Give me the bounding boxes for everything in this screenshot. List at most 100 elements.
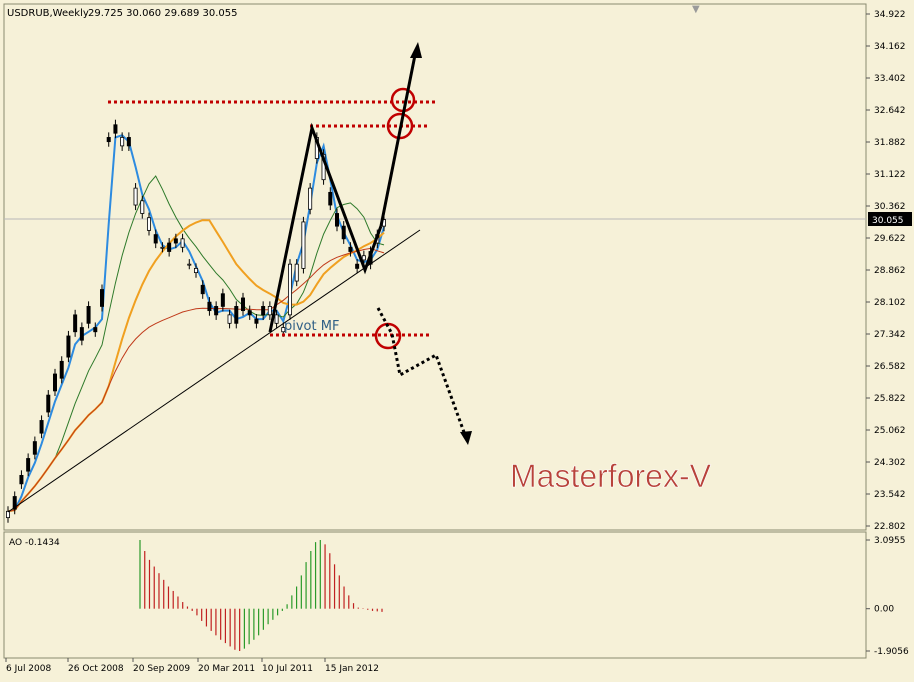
- candle-body: [26, 458, 31, 472]
- chart-ohlc: 29.725 30.060 29.689 30.055: [88, 8, 238, 19]
- pivot-label: pivot MF: [284, 319, 339, 334]
- candle-body: [193, 267, 198, 274]
- candle-body: [59, 360, 64, 379]
- candle-body: [200, 284, 205, 295]
- time-tick-label: 26 Oct 2008: [68, 664, 124, 674]
- candle-body: [234, 306, 239, 324]
- candle-body: [133, 187, 138, 206]
- price-tick-label: 32.642: [874, 106, 906, 116]
- candle-body: [173, 238, 178, 244]
- price-tick-label: 31.122: [874, 170, 906, 180]
- candle-body: [348, 246, 353, 252]
- candle-body: [12, 496, 17, 510]
- price-tick-label: 30.362: [874, 202, 906, 212]
- ao-label: AO -0.1434: [9, 538, 60, 548]
- candle-body: [308, 187, 313, 210]
- candle-body: [180, 238, 185, 248]
- price-tick-label: 28.862: [874, 266, 906, 276]
- candle-body: [39, 420, 44, 434]
- price-tick-label: 25.062: [874, 426, 906, 436]
- candle-body: [207, 301, 212, 312]
- candle-body: [361, 255, 366, 261]
- chart-shift-marker[interactable]: ▼: [692, 4, 700, 15]
- bullish-arrowhead: [410, 42, 422, 58]
- price-tick-label: 26.582: [874, 362, 906, 372]
- candle-body: [32, 441, 37, 455]
- candle-body: [301, 221, 306, 269]
- candle-body: [287, 263, 292, 316]
- bearish-projection-path[interactable]: [376, 307, 467, 436]
- candle-body: [126, 137, 131, 147]
- time-tick-label: 20 Mar 2011: [198, 664, 255, 674]
- price-tick-label: 34.922: [874, 10, 906, 20]
- candle-body: [93, 327, 98, 333]
- ma-slow-line: [7, 247, 385, 512]
- ao-panel-frame: [3, 531, 867, 659]
- price-tick-label: 28.102: [874, 298, 906, 308]
- price-tick-label: 23.542: [874, 490, 906, 500]
- price-axis: 34.922 34.162 33.402 32.642 31.882 31.122 30.3…: [866, 10, 906, 532]
- candle-body: [79, 327, 84, 341]
- ao-axis: 3.0955 0.00 -1.9056: [866, 536, 909, 657]
- time-tick-label: 10 Jul 2011: [262, 664, 313, 674]
- candles: [6, 119, 386, 523]
- wave-zigzag[interactable]: [268, 122, 383, 333]
- bearish-arrowhead: [460, 431, 472, 445]
- time-axis: 6 Jul 2008 26 Oct 2008 20 Sep 2009 20 Mar 2…: [5, 658, 379, 674]
- price-tick-label: 27.342: [874, 330, 906, 340]
- candle-body: [227, 314, 232, 324]
- watermark: Masterforex-V: [510, 458, 712, 494]
- candle-body: [6, 510, 11, 519]
- price-tick-label: 33.402: [874, 74, 906, 84]
- ao-histogram: [139, 540, 383, 651]
- price-tick-label: 25.822: [874, 394, 906, 404]
- current-price-tag: [868, 212, 912, 226]
- price-tick-label: 31.882: [874, 138, 906, 148]
- candle-body: [86, 306, 91, 324]
- candle-body: [53, 373, 58, 392]
- time-tick-label: 15 Jan 2012: [325, 664, 379, 674]
- price-panel-frame: [3, 3, 867, 531]
- candle-body: [167, 242, 172, 252]
- candle-body: [247, 310, 252, 316]
- candle-body: [187, 263, 192, 266]
- candle-body: [106, 137, 111, 143]
- candle-body: [120, 137, 125, 147]
- current-price-label: 30.055: [872, 216, 904, 226]
- candle-body: [328, 191, 333, 206]
- ao-tick-label: 0.00: [874, 605, 894, 615]
- ao-tick-label: -1.9056: [874, 647, 909, 657]
- time-tick-label: 6 Jul 2008: [6, 664, 51, 674]
- candle-body: [19, 474, 24, 485]
- candle-body: [46, 394, 51, 413]
- price-tick-label: 34.162: [874, 42, 906, 52]
- candle-body: [66, 335, 71, 358]
- price-tick-label: 22.802: [874, 522, 906, 532]
- candle-body: [334, 213, 339, 227]
- candle-body: [261, 306, 266, 316]
- candle-body: [113, 124, 118, 134]
- candle-body: [281, 327, 286, 333]
- time-tick-label: 20 Sep 2009: [133, 664, 190, 674]
- chart-symbol: USDRUB,Weekly: [7, 8, 89, 19]
- bullish-projection-arrow[interactable]: [379, 49, 418, 227]
- candle-body: [274, 314, 279, 324]
- candle-body: [220, 293, 225, 307]
- candle-body: [160, 246, 165, 249]
- candle-body: [267, 306, 272, 316]
- ma-mid-line: [7, 175, 385, 512]
- candle-body: [146, 217, 151, 231]
- candle-body: [355, 263, 360, 269]
- ao-tick-label: 3.0955: [874, 536, 906, 546]
- candle-body: [140, 200, 145, 214]
- candle-body: [214, 306, 219, 316]
- support-trend-line[interactable]: [7, 229, 421, 513]
- candle-body: [100, 289, 105, 307]
- candle-body: [240, 297, 245, 312]
- candle-body: [294, 263, 299, 282]
- candle-body: [153, 234, 158, 244]
- candle-body: [73, 314, 78, 333]
